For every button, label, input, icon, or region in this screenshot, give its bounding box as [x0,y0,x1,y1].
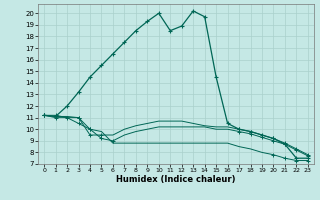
X-axis label: Humidex (Indice chaleur): Humidex (Indice chaleur) [116,175,236,184]
